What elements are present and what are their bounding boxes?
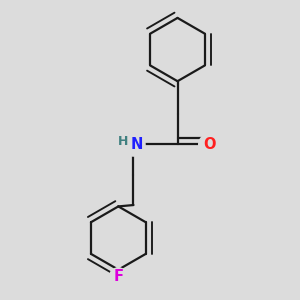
Text: H: H: [118, 135, 128, 148]
Text: N: N: [130, 137, 143, 152]
Circle shape: [122, 133, 145, 156]
Text: O: O: [203, 137, 215, 152]
Circle shape: [199, 134, 220, 155]
Circle shape: [110, 268, 127, 285]
Text: F: F: [113, 269, 123, 284]
